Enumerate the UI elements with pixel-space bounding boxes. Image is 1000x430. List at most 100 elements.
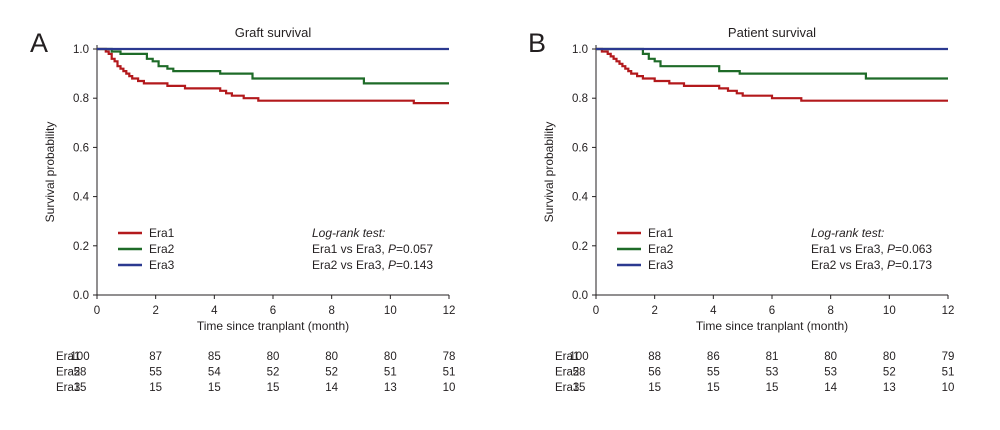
series-line-era2 (97, 47, 449, 85)
test-comparison: Era2 vs Era3, (811, 258, 887, 272)
risk-value: 15 (573, 382, 586, 394)
legend-label: Era1 (149, 226, 175, 240)
risk-value: 80 (824, 351, 837, 363)
x-tick-label: 6 (270, 305, 276, 317)
risk-value: 88 (648, 351, 661, 363)
risk-row-label: Era2 (555, 367, 579, 379)
p-value: =0.057 (396, 242, 433, 256)
risk-value: 55 (149, 367, 162, 379)
y-tick-label: 0.0 (572, 290, 588, 302)
risk-value: 81 (766, 351, 779, 363)
risk-value: 51 (384, 367, 397, 379)
risk-value: 80 (267, 351, 280, 363)
risk-value: 100 (569, 351, 588, 363)
x-tick-label: 2 (152, 305, 158, 317)
risk-value: 100 (70, 351, 89, 363)
risk-value: 14 (325, 382, 338, 394)
risk-value: 53 (824, 367, 837, 379)
risk-value: 80 (384, 351, 397, 363)
risk-value: 52 (267, 367, 280, 379)
chart-title: Graft survival (235, 25, 312, 40)
y-tick-label: 0.0 (73, 290, 89, 302)
y-tick-label: 0.2 (572, 241, 588, 253)
x-tick-label: 8 (328, 305, 334, 317)
legend-label: Era2 (149, 242, 175, 256)
test-comparison: Era2 vs Era3, (312, 258, 388, 272)
series-line-era1 (97, 47, 449, 105)
risk-value: 79 (942, 351, 955, 363)
risk-value: 80 (325, 351, 338, 363)
x-tick-label: 10 (883, 305, 896, 317)
p-value: =0.063 (895, 242, 932, 256)
y-tick-label: 0.6 (572, 142, 588, 154)
p-symbol: P (887, 242, 895, 256)
x-tick-label: 8 (827, 305, 833, 317)
legend-label: Era3 (648, 258, 674, 272)
risk-value: 78 (443, 351, 456, 363)
risk-value: 52 (883, 367, 896, 379)
risk-row-label: Era1 (555, 351, 579, 363)
x-tick-label: 4 (211, 305, 218, 317)
risk-value: 14 (824, 382, 837, 394)
legend-label: Era1 (648, 226, 674, 240)
risk-value: 15 (208, 382, 221, 394)
p-symbol: P (388, 258, 396, 272)
panel-letter: B (528, 28, 546, 58)
x-tick-label: 0 (94, 305, 100, 317)
p-value: =0.173 (895, 258, 932, 272)
risk-value: 15 (707, 382, 720, 394)
chart-title: Patient survival (728, 25, 816, 40)
risk-value: 15 (149, 382, 162, 394)
test-comparison: Era1 vs Era3, (312, 242, 388, 256)
y-axis-label: Survival probability (542, 122, 556, 223)
risk-value: 15 (766, 382, 779, 394)
risk-value: 58 (74, 367, 87, 379)
risk-row-label: Era3 (56, 382, 80, 394)
risk-value: 52 (325, 367, 338, 379)
series-line-era1 (596, 47, 948, 102)
risk-value: 51 (443, 367, 456, 379)
x-tick-label: 0 (593, 305, 599, 317)
y-tick-label: 0.4 (572, 192, 589, 204)
p-symbol: P (887, 258, 895, 272)
x-tick-label: 12 (443, 305, 456, 317)
test-result: Era2 vs Era3, P=0.143 (312, 258, 433, 272)
y-tick-label: 0.4 (73, 192, 90, 204)
risk-row-label: Era2 (56, 367, 80, 379)
risk-value: 10 (942, 382, 955, 394)
risk-value: 86 (707, 351, 720, 363)
risk-value: 13 (384, 382, 397, 394)
panel-b: B Patient survival 0.0 0.2 0.4 0.6 0.8 1.0 0 2 4 6 8… (528, 25, 954, 394)
panel-a: A Graft survival 0.0 0.2 0.4 0.6 0.8 1.0 0 2 4 6 8 10… (30, 25, 455, 394)
risk-value: 56 (648, 367, 661, 379)
y-tick-label: 0.8 (73, 93, 89, 105)
test-heading: Log-rank test: (811, 226, 884, 240)
risk-value: 15 (648, 382, 661, 394)
risk-value: 15 (74, 382, 87, 394)
series-line-era2 (596, 47, 948, 80)
test-result: Era1 vs Era3, P=0.057 (312, 242, 433, 256)
x-tick-label: 6 (769, 305, 775, 317)
risk-row-label: Era3 (555, 382, 579, 394)
y-tick-label: 0.2 (73, 241, 89, 253)
x-axis-label: Time since tranplant (month) (696, 319, 848, 333)
x-tick-label: 12 (942, 305, 955, 317)
x-tick-label: 10 (384, 305, 397, 317)
x-tick-label: 4 (710, 305, 717, 317)
y-tick-label: 0.6 (73, 142, 89, 154)
risk-value: 10 (443, 382, 456, 394)
test-result: Era2 vs Era3, P=0.173 (811, 258, 932, 272)
p-symbol: P (388, 242, 396, 256)
y-tick-label: 1.0 (73, 44, 89, 56)
legend-label: Era3 (149, 258, 175, 272)
test-comparison: Era1 vs Era3, (811, 242, 887, 256)
y-tick-label: 1.0 (572, 44, 588, 56)
risk-value: 55 (707, 367, 720, 379)
y-tick-label: 0.8 (572, 93, 588, 105)
p-value: =0.143 (396, 258, 433, 272)
test-result: Era1 vs Era3, P=0.063 (811, 242, 932, 256)
risk-value: 13 (883, 382, 896, 394)
risk-value: 51 (942, 367, 955, 379)
panel-letter: A (30, 28, 48, 58)
